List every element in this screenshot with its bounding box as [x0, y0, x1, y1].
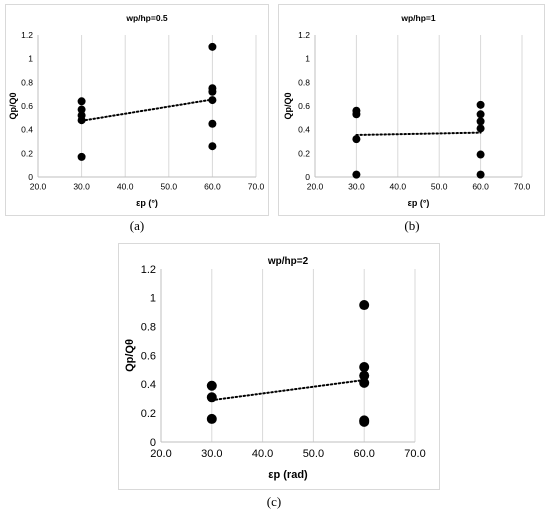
- chart-b-y-tick-label: 0.2: [298, 148, 310, 158]
- chart-c-trendline: [210, 379, 366, 402]
- chart-b-x-axis-label: εp (°): [408, 198, 430, 208]
- chart-c-x-tick-label: 40.0: [252, 448, 273, 460]
- chart-a-data-point: [208, 96, 217, 105]
- chart-b-x-tick-label: 70.0: [514, 182, 531, 192]
- chart-c-y-axis-label: Qp/Qθ: [124, 339, 136, 372]
- chart-b-y-tick-label: 0: [305, 172, 310, 182]
- chart-c-data-point: [206, 413, 217, 424]
- chart-b-y-tick-label: 0.4: [298, 125, 310, 135]
- chart-c-x-tick-label: 60.0: [353, 448, 374, 460]
- chart-b-y-tick-label: 1.2: [298, 30, 310, 40]
- chart-b-trendline: [355, 131, 482, 136]
- chart-a-y-tick-label: 0: [28, 172, 33, 182]
- chart-c-data-point: [206, 380, 217, 391]
- chart-a-caption: (a): [129, 218, 145, 233]
- chart-a-x-tick-label: 30.0: [73, 182, 90, 192]
- chart-c-x-tick-label: 50.0: [303, 448, 324, 460]
- chart-b-y-tick-label: 0.8: [298, 77, 310, 87]
- chart-b-caption: (b): [404, 218, 420, 233]
- chart-c-data-point: [359, 415, 370, 426]
- chart-c-y-tick-label: 0.4: [141, 379, 156, 391]
- chart-a: 20.0 30.0 40.0 50.0 60.0 70.0 0 0.2 0.4 0.6 0.8 1 1.…: [8, 13, 265, 208]
- chart-c-x-tick-label: 70.0: [404, 448, 425, 460]
- chart-b-data-point: [352, 106, 361, 115]
- chart-b-title: wp/hp=1: [400, 13, 436, 23]
- chart-a-y-tick-label: 0.6: [21, 101, 33, 111]
- chart-b-x-tick-label: 60.0: [472, 182, 489, 192]
- chart-a-x-tick-label: 40.0: [117, 182, 134, 192]
- chart-c-data-point: [359, 300, 370, 311]
- chart-b-data-point: [476, 100, 485, 109]
- chart-a-trendline: [80, 98, 214, 122]
- chart-c-data-point: [359, 362, 370, 373]
- chart-a-y-tick-label: 1.2: [21, 30, 33, 40]
- chart-a-data-point: [208, 42, 217, 51]
- chart-b: 20.0 30.0 40.0 50.0 60.0 70.0 0 0.2 0.4 0.6 0.8 1 1.…: [283, 13, 531, 208]
- chart-b-x-tick-label: 50.0: [431, 182, 448, 192]
- chart-b-data-point: [352, 135, 361, 144]
- chart-b-x-tick-label: 30.0: [348, 182, 365, 192]
- chart-a-y-tick-label: 0.8: [21, 77, 33, 87]
- chart-a-data-point: [208, 84, 217, 93]
- chart-b-data-point: [476, 150, 485, 159]
- chart-a-data-point: [77, 152, 86, 161]
- chart-a-data-point: [208, 119, 217, 128]
- chart-a-x-tick-label: 70.0: [248, 182, 265, 192]
- chart-a-data-point: [77, 111, 86, 120]
- chart-b-data-point: [476, 124, 485, 133]
- chart-b-y-tick-label: 1: [305, 54, 310, 64]
- chart-b-x-tick-label: 40.0: [390, 182, 407, 192]
- chart-a-y-tick-label: 0.2: [21, 148, 33, 158]
- chart-a-x-tick-label: 50.0: [161, 182, 178, 192]
- chart-c-y-tick-label: 1.2: [141, 264, 156, 276]
- chart-a-data-point: [77, 105, 86, 114]
- chart-b-y-axis-label: Qp/Q0: [283, 92, 293, 119]
- chart-b-data-point: [476, 110, 485, 119]
- chart-c: 20.0 30.0 40.0 50.0 60.0 70.0 0 0.2 0.4 0.6 0.8 1 1.…: [124, 256, 426, 481]
- chart-a-x-tick-label: 20.0: [30, 182, 47, 192]
- chart-c-y-tick-label: 0.6: [141, 350, 156, 362]
- chart-c-y-tick-label: 0: [150, 437, 156, 449]
- chart-b-panel: 20.0 30.0 40.0 50.0 60.0 70.0 0 0.2 0.4 0.6 0.8 1 1.…: [278, 4, 545, 216]
- chart-c-y-tick-label: 0.2: [141, 408, 156, 420]
- chart-c-data-point: [359, 370, 370, 381]
- chart-c-x-axis-label: εp (rad): [268, 469, 308, 481]
- chart-c-y-tick-label: 1: [150, 293, 156, 305]
- chart-c-x-tick-label: 20.0: [150, 448, 171, 460]
- chart-b-data-point: [352, 170, 361, 179]
- chart-b-x-tick-label: 20.0: [307, 182, 324, 192]
- chart-a-y-tick-label: 1: [28, 54, 33, 64]
- chart-a-data-point: [77, 97, 86, 106]
- chart-c-caption: (c): [266, 494, 282, 509]
- chart-b-data-point: [476, 117, 485, 126]
- chart-c-title: wp/hp=2: [267, 256, 309, 267]
- chart-c-panel: 20.0 30.0 40.0 50.0 60.0 70.0 0 0.2 0.4 0.6 0.8 1 1.…: [118, 243, 440, 490]
- chart-a-y-axis-label: Qp/Q0: [8, 92, 18, 119]
- chart-a-x-axis-label: εp (°): [136, 198, 158, 208]
- chart-c-y-tick-label: 0.8: [141, 322, 156, 334]
- chart-a-panel: 20.0 30.0 40.0 50.0 60.0 70.0 0 0.2 0.4 0.6 0.8 1 1.…: [5, 4, 269, 216]
- chart-c-data-point: [206, 392, 217, 403]
- chart-c-x-tick-label: 30.0: [201, 448, 222, 460]
- chart-a-x-tick-label: 60.0: [204, 182, 221, 192]
- chart-b-y-tick-label: 0.6: [298, 101, 310, 111]
- chart-a-data-point: [208, 142, 217, 151]
- chart-a-title: wp/hp=0.5: [125, 13, 168, 23]
- chart-c-data-point: [359, 377, 370, 388]
- chart-b-data-point: [476, 170, 485, 179]
- chart-a-y-tick-label: 0.4: [21, 125, 33, 135]
